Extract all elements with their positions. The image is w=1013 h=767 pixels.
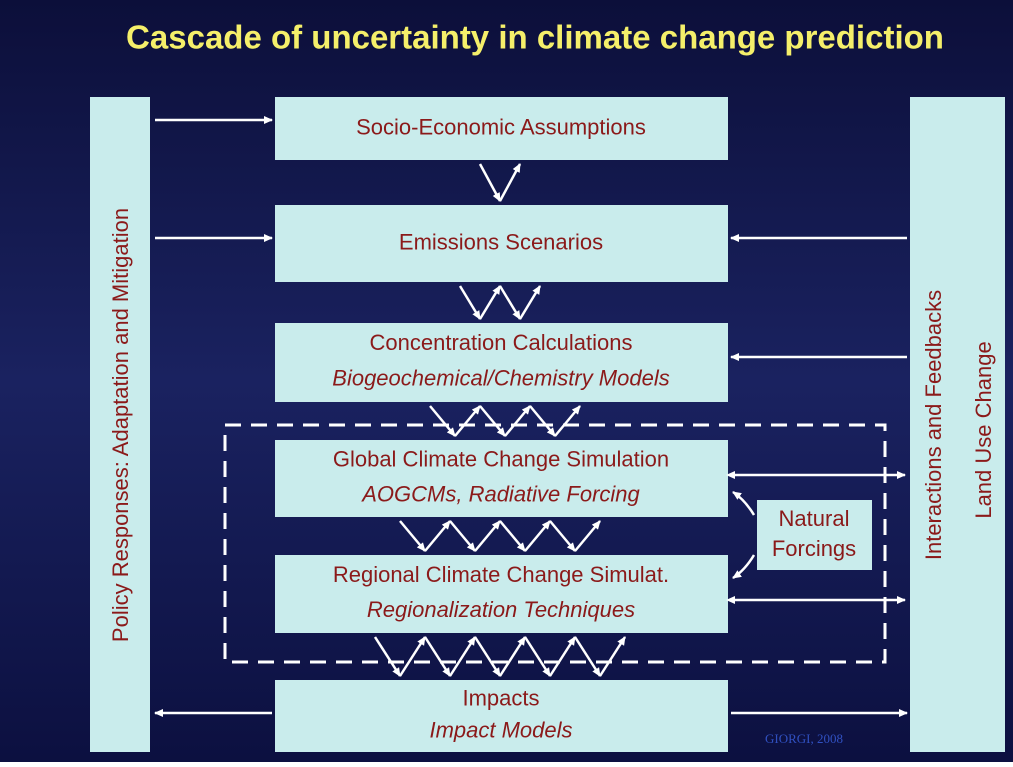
right-panel bbox=[910, 97, 1005, 752]
natural-forcings-label: Forcings bbox=[772, 536, 856, 561]
arrow bbox=[498, 636, 527, 677]
arrow bbox=[573, 636, 602, 677]
arrow bbox=[523, 636, 552, 677]
box-label: Socio-Economic Assumptions bbox=[356, 114, 646, 139]
right-panel-label: Interactions and Feedbacks bbox=[921, 290, 946, 560]
arrow bbox=[478, 163, 502, 202]
box-label: Impacts bbox=[462, 685, 539, 710]
arrow bbox=[549, 520, 576, 552]
arrow bbox=[478, 285, 502, 320]
arrow bbox=[429, 405, 456, 437]
left-panel bbox=[90, 97, 150, 752]
right-panel-label: Land Use Change bbox=[971, 341, 996, 518]
box-sublabel: AOGCMs, Radiative Forcing bbox=[360, 481, 640, 506]
arrow bbox=[504, 405, 531, 437]
arrow bbox=[498, 163, 522, 202]
box-sublabel: Impact Models bbox=[429, 718, 572, 743]
box-label: Emissions Scenarios bbox=[399, 229, 603, 254]
arrow bbox=[474, 520, 501, 552]
box-label: Global Climate Change Simulation bbox=[333, 447, 669, 472]
arrow bbox=[473, 636, 502, 677]
arrow bbox=[373, 636, 402, 677]
arrow bbox=[398, 636, 427, 677]
arrow bbox=[548, 636, 577, 677]
box bbox=[275, 323, 728, 402]
arrow bbox=[732, 490, 756, 516]
arrow bbox=[423, 636, 452, 677]
natural-forcings-label: Natural bbox=[779, 506, 850, 531]
box bbox=[275, 680, 728, 752]
arrow bbox=[524, 520, 551, 552]
arrow bbox=[454, 405, 481, 437]
left-panel-label: Policy Responses: Adaptation and Mitigat… bbox=[108, 208, 133, 642]
arrow bbox=[458, 285, 482, 320]
credit: GIORGI, 2008 bbox=[765, 731, 843, 746]
arrow bbox=[424, 520, 451, 552]
arrow bbox=[499, 520, 526, 552]
box-label: Regional Climate Change Simulat. bbox=[333, 562, 669, 587]
arrow bbox=[479, 405, 506, 437]
box bbox=[275, 555, 728, 633]
dashed-group bbox=[223, 423, 887, 664]
natural-forcings-box bbox=[757, 500, 872, 570]
arrow bbox=[448, 636, 477, 677]
box-sublabel: Biogeochemical/Chemistry Models bbox=[332, 366, 669, 391]
arrow bbox=[598, 636, 627, 677]
box bbox=[275, 205, 728, 282]
arrow bbox=[399, 520, 426, 552]
box-label: Concentration Calculations bbox=[370, 330, 633, 355]
arrow bbox=[554, 405, 581, 437]
box bbox=[275, 440, 728, 517]
arrow bbox=[574, 520, 601, 552]
arrow bbox=[449, 520, 476, 552]
title: Cascade of uncertainty in climate change… bbox=[126, 19, 944, 56]
arrow bbox=[498, 285, 522, 320]
box bbox=[275, 97, 728, 160]
arrow bbox=[732, 554, 756, 580]
arrow bbox=[518, 285, 542, 320]
box-sublabel: Regionalization Techniques bbox=[367, 597, 635, 622]
arrow bbox=[529, 405, 556, 437]
